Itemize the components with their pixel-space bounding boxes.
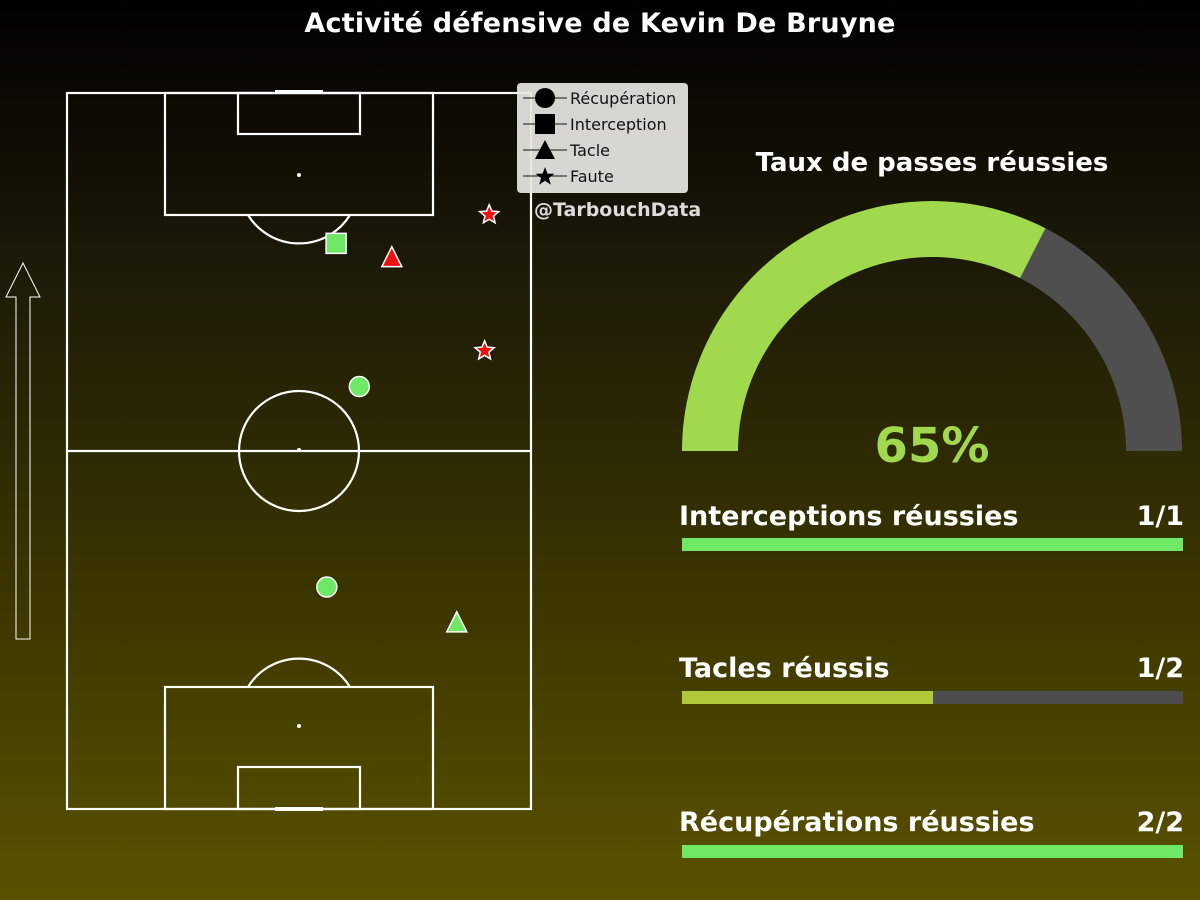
top-penalty-spot — [297, 173, 301, 177]
credit-watermark: @TarbouchData — [534, 199, 701, 221]
stat-value: 1/2 — [1137, 653, 1184, 684]
legend-label: Interception — [570, 115, 667, 134]
stat-bar — [682, 538, 1183, 551]
gauge-value: 65% — [682, 418, 1182, 474]
square-icon — [521, 111, 569, 137]
legend-item-faute: Faute — [517, 163, 688, 189]
gauge-title: Taux de passes réussies — [682, 148, 1182, 178]
stat-label: Interceptions réussies — [679, 501, 1018, 532]
event-marker-star — [480, 205, 499, 223]
bottom-goal-area — [238, 767, 360, 809]
legend-item-interception: Interception — [517, 111, 688, 137]
stat-bar-fill — [682, 845, 1183, 858]
bottom-penalty-arc — [248, 659, 350, 687]
legend-label: Tacle — [570, 141, 610, 160]
center-spot — [297, 448, 301, 452]
stat-label: Tacles réussis — [679, 653, 890, 684]
stat-bar-fill — [682, 538, 1183, 551]
stat-bar — [682, 845, 1183, 858]
gauge-filled-arc — [682, 201, 1045, 451]
attack-direction-arrow — [6, 263, 40, 639]
event-marker-triangle — [382, 247, 402, 267]
event-marker-square — [326, 233, 346, 253]
bottom-penalty-spot — [297, 724, 301, 728]
legend-item-tacle: Tacle — [517, 137, 688, 163]
stat-label: Récupérations réussies — [679, 807, 1035, 838]
triangle-icon — [521, 137, 569, 163]
event-marker-circle — [317, 577, 337, 597]
event-marker-star — [475, 341, 494, 359]
legend-label: Faute — [570, 167, 614, 186]
circle-icon — [521, 85, 569, 111]
event-markers — [317, 205, 499, 632]
chart-legend: Récupération Interception Tacle Faute — [517, 83, 688, 193]
bottom-penalty-area — [165, 687, 433, 809]
event-marker-triangle — [447, 612, 467, 632]
stat-value: 1/1 — [1137, 501, 1184, 532]
stat-bar-fill — [682, 691, 933, 704]
stat-value: 2/2 — [1137, 807, 1184, 838]
top-goal-area — [238, 93, 360, 134]
legend-item-recuperation: Récupération — [517, 85, 688, 111]
stat-bar — [682, 691, 1183, 704]
top-penalty-area — [165, 93, 433, 215]
event-marker-circle — [349, 377, 369, 397]
legend-label: Récupération — [570, 89, 676, 108]
star-icon — [521, 163, 569, 189]
